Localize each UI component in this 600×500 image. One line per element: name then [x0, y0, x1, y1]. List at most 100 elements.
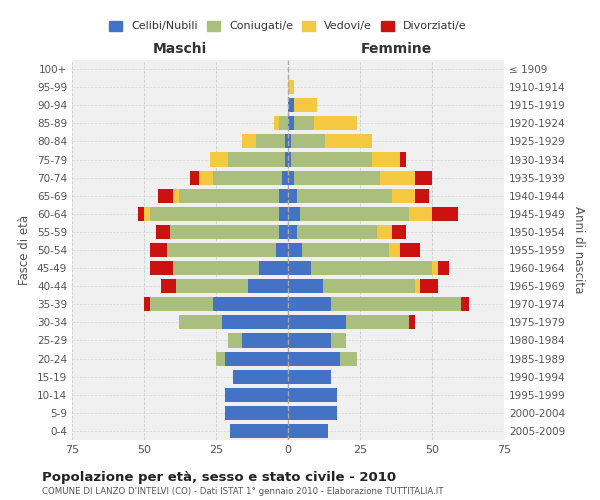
Bar	[248, 279, 288, 293]
Bar	[432, 261, 438, 275]
Bar	[280, 116, 288, 130]
Bar	[288, 424, 328, 438]
Bar	[170, 225, 280, 239]
Bar	[230, 424, 288, 438]
Bar	[415, 279, 421, 293]
Bar	[161, 279, 176, 293]
Bar	[294, 170, 380, 184]
Bar	[224, 406, 288, 420]
Bar	[323, 279, 415, 293]
Bar	[438, 261, 449, 275]
Bar	[144, 297, 150, 312]
Bar	[288, 297, 331, 312]
Bar	[331, 334, 346, 347]
Bar	[242, 134, 256, 148]
Bar	[227, 334, 242, 347]
Bar	[288, 80, 294, 94]
Bar	[389, 243, 400, 257]
Bar	[173, 261, 259, 275]
Text: COMUNE DI LANZO D'INTELVI (CO) - Dati ISTAT 1° gennaio 2010 - Elaborazione TUTTI: COMUNE DI LANZO D'INTELVI (CO) - Dati IS…	[42, 488, 443, 496]
Bar	[392, 188, 415, 203]
Bar	[190, 170, 199, 184]
Bar	[179, 188, 280, 203]
Bar	[288, 316, 346, 330]
Bar	[288, 388, 337, 402]
Bar	[227, 152, 285, 166]
Bar	[380, 170, 415, 184]
Bar	[311, 261, 432, 275]
Bar	[210, 152, 227, 166]
Bar	[400, 152, 406, 166]
Bar	[150, 207, 280, 221]
Text: Popolazione per età, sesso e stato civile - 2010: Popolazione per età, sesso e stato civil…	[42, 472, 396, 484]
Bar	[233, 370, 288, 384]
Bar	[288, 98, 294, 112]
Bar	[415, 188, 429, 203]
Text: Maschi: Maschi	[153, 42, 207, 56]
Bar	[400, 243, 421, 257]
Bar	[325, 134, 371, 148]
Bar	[415, 170, 432, 184]
Bar	[392, 225, 406, 239]
Bar	[346, 316, 409, 330]
Bar	[280, 207, 288, 221]
Bar	[377, 225, 392, 239]
Bar	[176, 279, 248, 293]
Bar	[288, 188, 296, 203]
Bar	[296, 225, 377, 239]
Bar	[294, 116, 314, 130]
Bar	[340, 352, 357, 366]
Bar	[150, 243, 167, 257]
Y-axis label: Anni di nascita: Anni di nascita	[572, 206, 585, 294]
Bar	[409, 316, 415, 330]
Bar	[150, 261, 173, 275]
Bar	[288, 279, 323, 293]
Bar	[331, 297, 461, 312]
Bar	[296, 188, 392, 203]
Bar	[167, 243, 277, 257]
Bar	[158, 188, 173, 203]
Bar	[199, 170, 213, 184]
Bar	[291, 152, 371, 166]
Bar	[285, 134, 288, 148]
Bar	[274, 116, 280, 130]
Bar	[224, 352, 288, 366]
Bar	[173, 188, 179, 203]
Bar	[277, 243, 288, 257]
Bar	[280, 225, 288, 239]
Bar	[291, 134, 325, 148]
Bar	[280, 188, 288, 203]
Bar	[150, 297, 213, 312]
Bar	[288, 170, 294, 184]
Bar	[288, 116, 294, 130]
Bar	[282, 170, 288, 184]
Bar	[302, 243, 389, 257]
Bar	[421, 279, 438, 293]
Bar	[371, 152, 400, 166]
Bar	[259, 261, 288, 275]
Bar	[288, 225, 296, 239]
Bar	[179, 316, 222, 330]
Bar	[432, 207, 458, 221]
Bar	[461, 297, 469, 312]
Bar	[285, 152, 288, 166]
Bar	[288, 261, 311, 275]
Bar	[314, 116, 357, 130]
Bar	[409, 207, 432, 221]
Bar	[288, 406, 337, 420]
Bar	[155, 225, 170, 239]
Bar	[242, 334, 288, 347]
Bar	[288, 134, 291, 148]
Bar	[288, 370, 331, 384]
Bar	[213, 170, 282, 184]
Bar	[288, 352, 340, 366]
Bar	[144, 207, 150, 221]
Bar	[216, 352, 224, 366]
Text: Femmine: Femmine	[361, 42, 431, 56]
Bar	[294, 98, 317, 112]
Y-axis label: Fasce di età: Fasce di età	[19, 215, 31, 285]
Bar	[256, 134, 285, 148]
Bar	[222, 316, 288, 330]
Bar	[138, 207, 144, 221]
Bar	[299, 207, 409, 221]
